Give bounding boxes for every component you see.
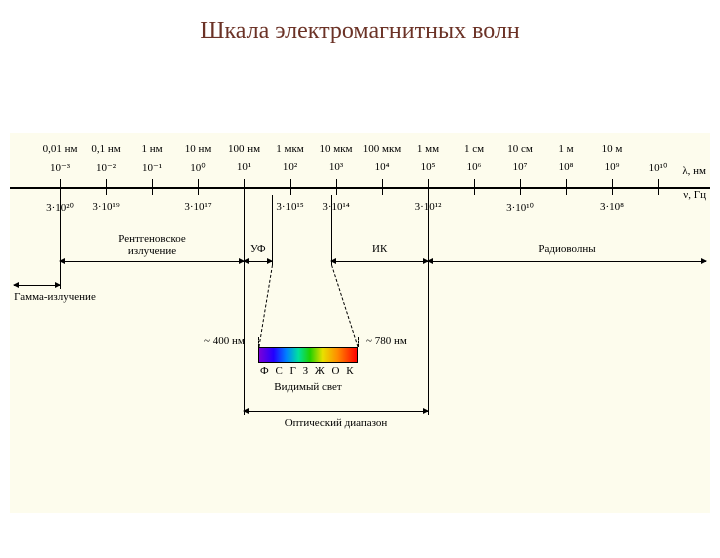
xray-range xyxy=(60,261,244,262)
scale-tick xyxy=(60,179,61,195)
radio-range-arrow-right xyxy=(701,258,707,264)
gamma-range xyxy=(14,285,60,286)
scale-tick xyxy=(290,179,291,195)
scale-axis xyxy=(10,187,710,189)
frequency-row: 3·10²⁰3·10¹⁹3·10¹⁷3·10¹⁵3·10¹⁴3·10¹²3·10… xyxy=(10,201,710,219)
em-spectrum-diagram: 0,01 нм 0,1 нм 1 нм 10 нм 100 нм 1 мкм 10 мкм 1… xyxy=(10,133,710,513)
exponent-label: 10¹⁰ xyxy=(649,161,668,174)
optical-range xyxy=(244,411,428,412)
exponent-label: 10⁸ xyxy=(559,161,574,173)
wavelength-label: 10 см xyxy=(507,143,533,155)
wavelength-label: 100 нм xyxy=(228,143,260,155)
scale-tick xyxy=(658,179,659,195)
scale-tick xyxy=(152,179,153,195)
scale-tick xyxy=(428,179,429,195)
region-divider-visible-left xyxy=(272,195,273,265)
frequency-label: 3·10¹⁹ xyxy=(92,201,119,213)
radio-label: Радиоволны xyxy=(538,243,595,255)
visible-funnel-right xyxy=(331,265,359,347)
nu-unit-label: ν, Гц xyxy=(683,189,706,201)
gamma-right-drop xyxy=(60,265,61,289)
ir-label: ИК xyxy=(372,243,387,255)
region-divider xyxy=(244,195,245,265)
wavelength-label: 0,1 нм xyxy=(91,143,120,155)
scale-tick xyxy=(566,179,567,195)
region-divider xyxy=(428,195,429,265)
region-divider-visible-right xyxy=(331,195,332,265)
exponent-row: 10⁻³ 10⁻² 10⁻¹ 10⁰ 10¹ 10² 10³ 10⁴ 10⁵ 10⁶ 10⁷ 10⁸ 1… xyxy=(10,161,710,179)
ir-range xyxy=(331,261,428,262)
gamma-label: Гамма-излучение xyxy=(14,291,96,303)
scale-tick xyxy=(474,179,475,195)
uv-label: УФ xyxy=(250,243,266,255)
wavelength-label: 1 нм xyxy=(141,143,162,155)
scale-tick xyxy=(244,179,245,195)
visible-funnel-left xyxy=(258,265,273,347)
exponent-label: 10¹ xyxy=(237,161,251,173)
exponent-label: 10⁴ xyxy=(375,161,390,173)
wavelength-label: 1 см xyxy=(464,143,484,155)
optical-range-arrow-left xyxy=(243,408,249,414)
scale-tick xyxy=(106,179,107,195)
exponent-label: 10⁻² xyxy=(96,161,116,174)
optical-range-arrow-right xyxy=(423,408,429,414)
gamma-range-arrow-left xyxy=(13,282,19,288)
spectrum-letters: Ф С Г З Ж О К xyxy=(260,365,356,377)
scale-tick xyxy=(520,179,521,195)
optical-left-drop xyxy=(244,261,245,415)
frequency-label: 3·10¹⁰ xyxy=(506,201,534,214)
wavelength-label: 1 м xyxy=(558,143,573,155)
lambda-unit-label: λ, нм xyxy=(682,165,706,177)
scale-tick xyxy=(612,179,613,195)
optical-right-drop xyxy=(428,261,429,415)
scale-tick xyxy=(382,179,383,195)
exponent-label: 10² xyxy=(283,161,297,173)
scale-tick xyxy=(336,179,337,195)
xray-range-arrow-left xyxy=(59,258,65,264)
wavelength-label: 0,01 нм xyxy=(43,143,78,155)
frequency-label: 3·10¹⁵ xyxy=(276,201,303,213)
ir-range-arrow-left xyxy=(330,258,336,264)
wavelength-label: 10 мкм xyxy=(319,143,352,155)
exponent-label: 10³ xyxy=(329,161,343,173)
wavelength-label: 100 мкм xyxy=(363,143,402,155)
visible-left-dash xyxy=(258,337,259,347)
optical-label: Оптический диапазон xyxy=(285,417,388,429)
wavelength-label: 10 нм xyxy=(185,143,212,155)
exponent-label: 10⁻¹ xyxy=(142,161,162,174)
visible-left-nm: ~ 400 нм xyxy=(204,335,245,347)
exponent-label: 10⁻³ xyxy=(50,161,70,174)
exponent-label: 10⁶ xyxy=(467,161,482,173)
wavelength-label: 1 мкм xyxy=(276,143,304,155)
visible-spectrum xyxy=(258,347,358,363)
frequency-label: 3·10¹⁷ xyxy=(184,201,211,213)
scale-tick xyxy=(198,179,199,195)
region-divider xyxy=(60,195,61,265)
radio-range xyxy=(428,261,706,262)
exponent-label: 10⁷ xyxy=(513,161,528,173)
exponent-label: 10⁰ xyxy=(190,161,205,174)
page-title: Шкала электромагнитных волн xyxy=(0,18,720,45)
visible-label: Видимый свет xyxy=(274,381,341,393)
visible-right-dash xyxy=(358,337,359,347)
uv-range-arrow-right xyxy=(267,258,273,264)
wavelength-row: 0,01 нм 0,1 нм 1 нм 10 нм 100 нм 1 мкм 10 мкм 1… xyxy=(10,143,710,161)
wavelength-label: 1 мм xyxy=(417,143,439,155)
xray-label: Рентгеновскоеизлучение xyxy=(118,233,186,257)
frequency-label: 3·10⁸ xyxy=(600,201,624,213)
visible-right-nm: ~ 780 нм xyxy=(366,335,407,347)
frequency-label: 3·10¹⁴ xyxy=(322,201,349,213)
exponent-label: 10⁵ xyxy=(421,161,436,173)
wavelength-label: 10 м xyxy=(602,143,623,155)
exponent-label: 10⁹ xyxy=(605,161,620,173)
